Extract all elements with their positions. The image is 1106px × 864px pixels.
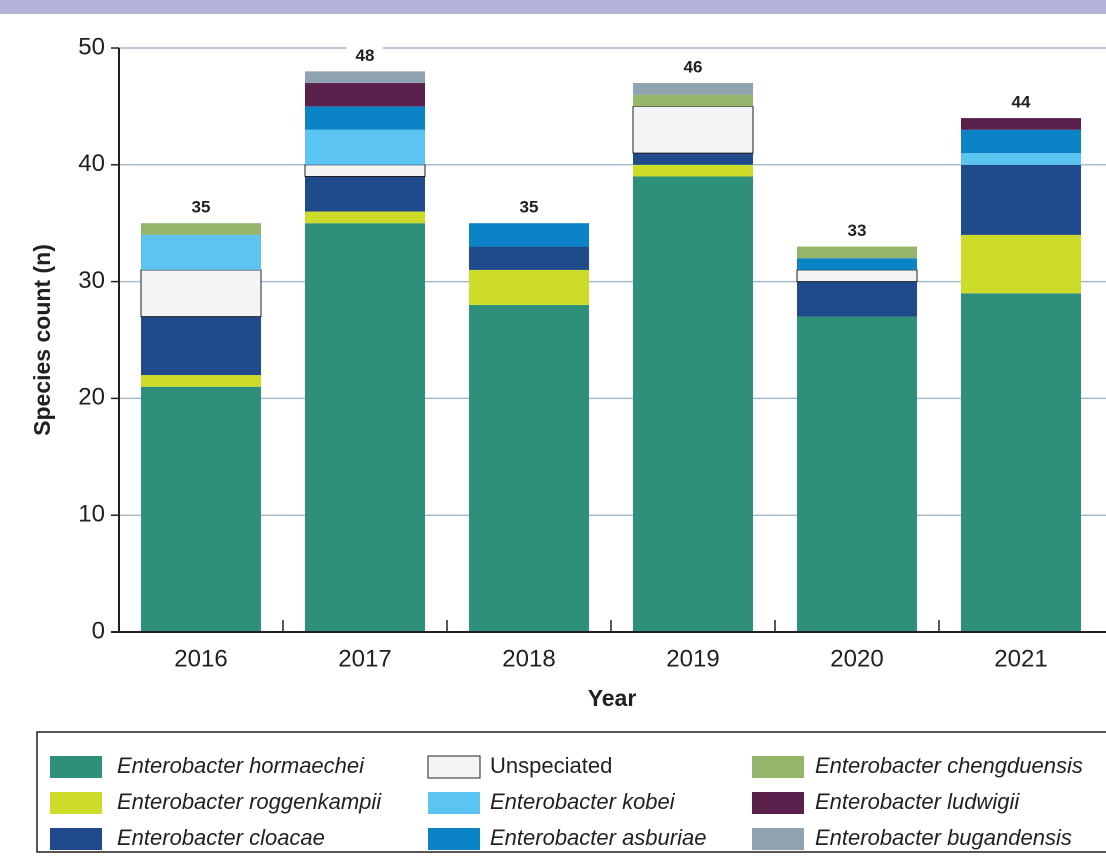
legend-box: [36, 731, 1106, 853]
legend-swatch: [428, 828, 480, 850]
bar-segment: [305, 129, 425, 165]
legend-swatch: [752, 792, 804, 814]
bar-segment: [961, 153, 1081, 165]
bar-segment: [469, 223, 589, 247]
legend-label: Enterobacter hormaechei: [117, 753, 365, 778]
legend-label: Enterobacter cloacae: [117, 825, 325, 850]
bar-segment: [633, 164, 753, 177]
legend-label: Enterobacter kobei: [490, 789, 676, 814]
legend-swatch: [50, 792, 102, 814]
bar-segment: [305, 176, 425, 212]
bar-segment: [141, 316, 261, 376]
bar-segment: [797, 281, 917, 317]
top-band: [0, 0, 1106, 14]
x-tick-label: 2019: [666, 645, 719, 672]
bar-segment: [633, 153, 753, 165]
y-tick-label: 20: [78, 384, 105, 411]
y-axis-title: Species count (n): [29, 244, 55, 436]
y-tick-label: 0: [92, 617, 105, 644]
x-tick-label: 2018: [502, 645, 555, 672]
total-label-bg: [183, 198, 219, 219]
legend-label: Enterobacter ludwigii: [815, 789, 1020, 814]
legend-label: Unspeciated: [490, 753, 612, 778]
total-label: 33: [848, 221, 867, 240]
bar-segment: [141, 223, 261, 235]
bar-segment: [141, 386, 261, 632]
legend-swatch: [752, 756, 804, 778]
total-label-bg: [347, 46, 383, 67]
bar-segment: [633, 176, 753, 633]
bar-segment: [797, 316, 917, 632]
total-label-bg: [675, 58, 711, 79]
bar-segment: [305, 211, 425, 224]
legend-swatch: [428, 792, 480, 814]
bar-segment: [305, 83, 425, 107]
bar-segment: [961, 164, 1081, 235]
legend-swatch: [752, 828, 804, 850]
bar-segment: [797, 258, 917, 270]
legend-label: Enterobacter chengduensis: [815, 753, 1083, 778]
bar-segment: [469, 246, 589, 270]
y-tick-label: 40: [78, 150, 105, 177]
y-tick-label: 30: [78, 267, 105, 294]
bar-segment: [961, 293, 1081, 632]
bar-segment: [469, 269, 589, 305]
total-label: 35: [520, 198, 539, 217]
y-tick-label: 10: [78, 501, 105, 528]
y-tick-label: 50: [78, 33, 105, 60]
bar-segment: [305, 223, 425, 632]
total-label: 48: [356, 46, 375, 65]
bar-segment: [961, 129, 1081, 154]
legend-label: Enterobacter roggenkampii: [117, 789, 382, 814]
total-label-bg: [511, 198, 547, 219]
bar-segment: [797, 246, 917, 259]
bar-segment: [140, 269, 262, 318]
legend-swatch: [50, 756, 102, 778]
bar-segment: [305, 106, 425, 130]
bar-segment: [141, 234, 261, 270]
bar-segment: [304, 164, 426, 177]
total-label-bg: [1003, 93, 1039, 114]
bar-segment: [632, 105, 754, 154]
bar-segment: [633, 94, 753, 107]
bar-segment: [469, 304, 589, 632]
total-label: 35: [192, 198, 211, 217]
bar-segment: [961, 118, 1081, 130]
legend-swatch: [50, 828, 102, 850]
x-tick-label: 2016: [174, 645, 227, 672]
bar-segment: [305, 71, 425, 84]
bar-segment: [633, 83, 753, 95]
legend-swatch: [427, 755, 481, 779]
total-label: 46: [684, 58, 703, 77]
x-tick-label: 2021: [994, 645, 1047, 672]
legend-label: Enterobacter asburiae: [490, 825, 706, 850]
bar-segment: [796, 269, 918, 283]
bar-segment: [961, 234, 1081, 294]
total-label-bg: [839, 221, 875, 242]
bar-segment: [141, 375, 261, 387]
legend-label: Enterobacter bugandensis: [815, 825, 1072, 850]
x-tick-label: 2020: [830, 645, 883, 672]
x-tick-label: 2017: [338, 645, 391, 672]
total-label: 44: [1012, 93, 1031, 112]
x-axis-title: Year: [588, 685, 637, 711]
